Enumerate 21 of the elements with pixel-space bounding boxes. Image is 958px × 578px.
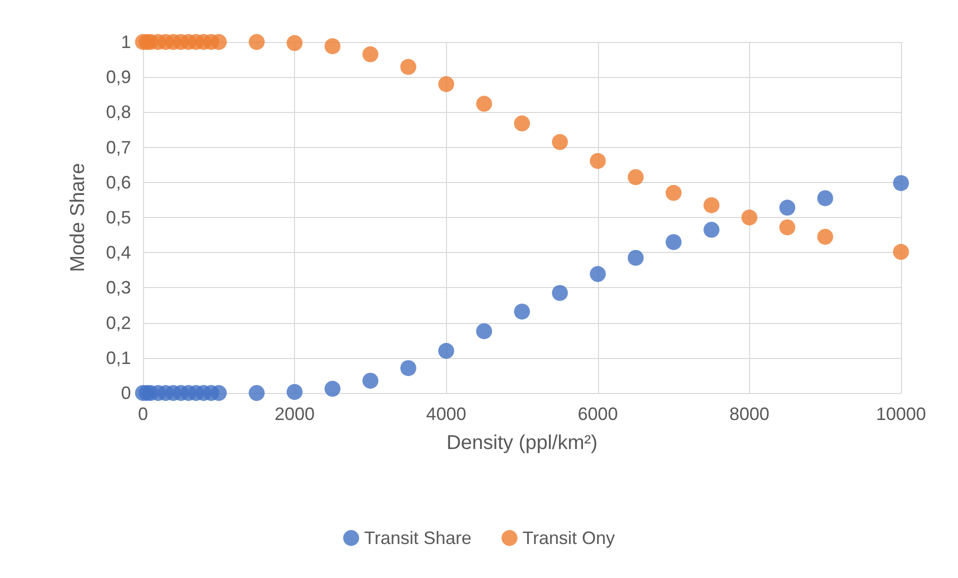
x-axis-title: Density (ppl/km²) — [446, 432, 598, 454]
y-axis-title: Mode Share — [67, 163, 89, 272]
x-tick-label: 4000 — [426, 404, 466, 424]
y-tick-label: 0,4 — [106, 242, 131, 263]
y-tick-label: 0,8 — [106, 102, 131, 122]
x-tick-label: 10000 — [876, 404, 926, 424]
y-tick-label: 0,5 — [106, 208, 131, 228]
x-tick-label: 2000 — [274, 404, 315, 424]
x-tick-label: 0 — [138, 404, 148, 424]
y-tick-label: 1 — [120, 32, 131, 52]
y-tick-label: 0,3 — [106, 278, 131, 298]
y-tick-label: 0,9 — [106, 67, 131, 88]
x-tick-label: 8000 — [729, 404, 770, 424]
y-tick-label: 0,2 — [106, 312, 131, 333]
legend-label: Transit Ony — [522, 528, 615, 548]
legend-label: Transit Share — [364, 528, 472, 548]
y-tick-label: 0 — [120, 383, 131, 403]
y-tick-label: 0,1 — [106, 348, 131, 368]
y-tick-label: 0,7 — [106, 137, 131, 158]
x-tick-label: 6000 — [578, 404, 618, 424]
y-tick-label: 0,6 — [106, 172, 131, 192]
